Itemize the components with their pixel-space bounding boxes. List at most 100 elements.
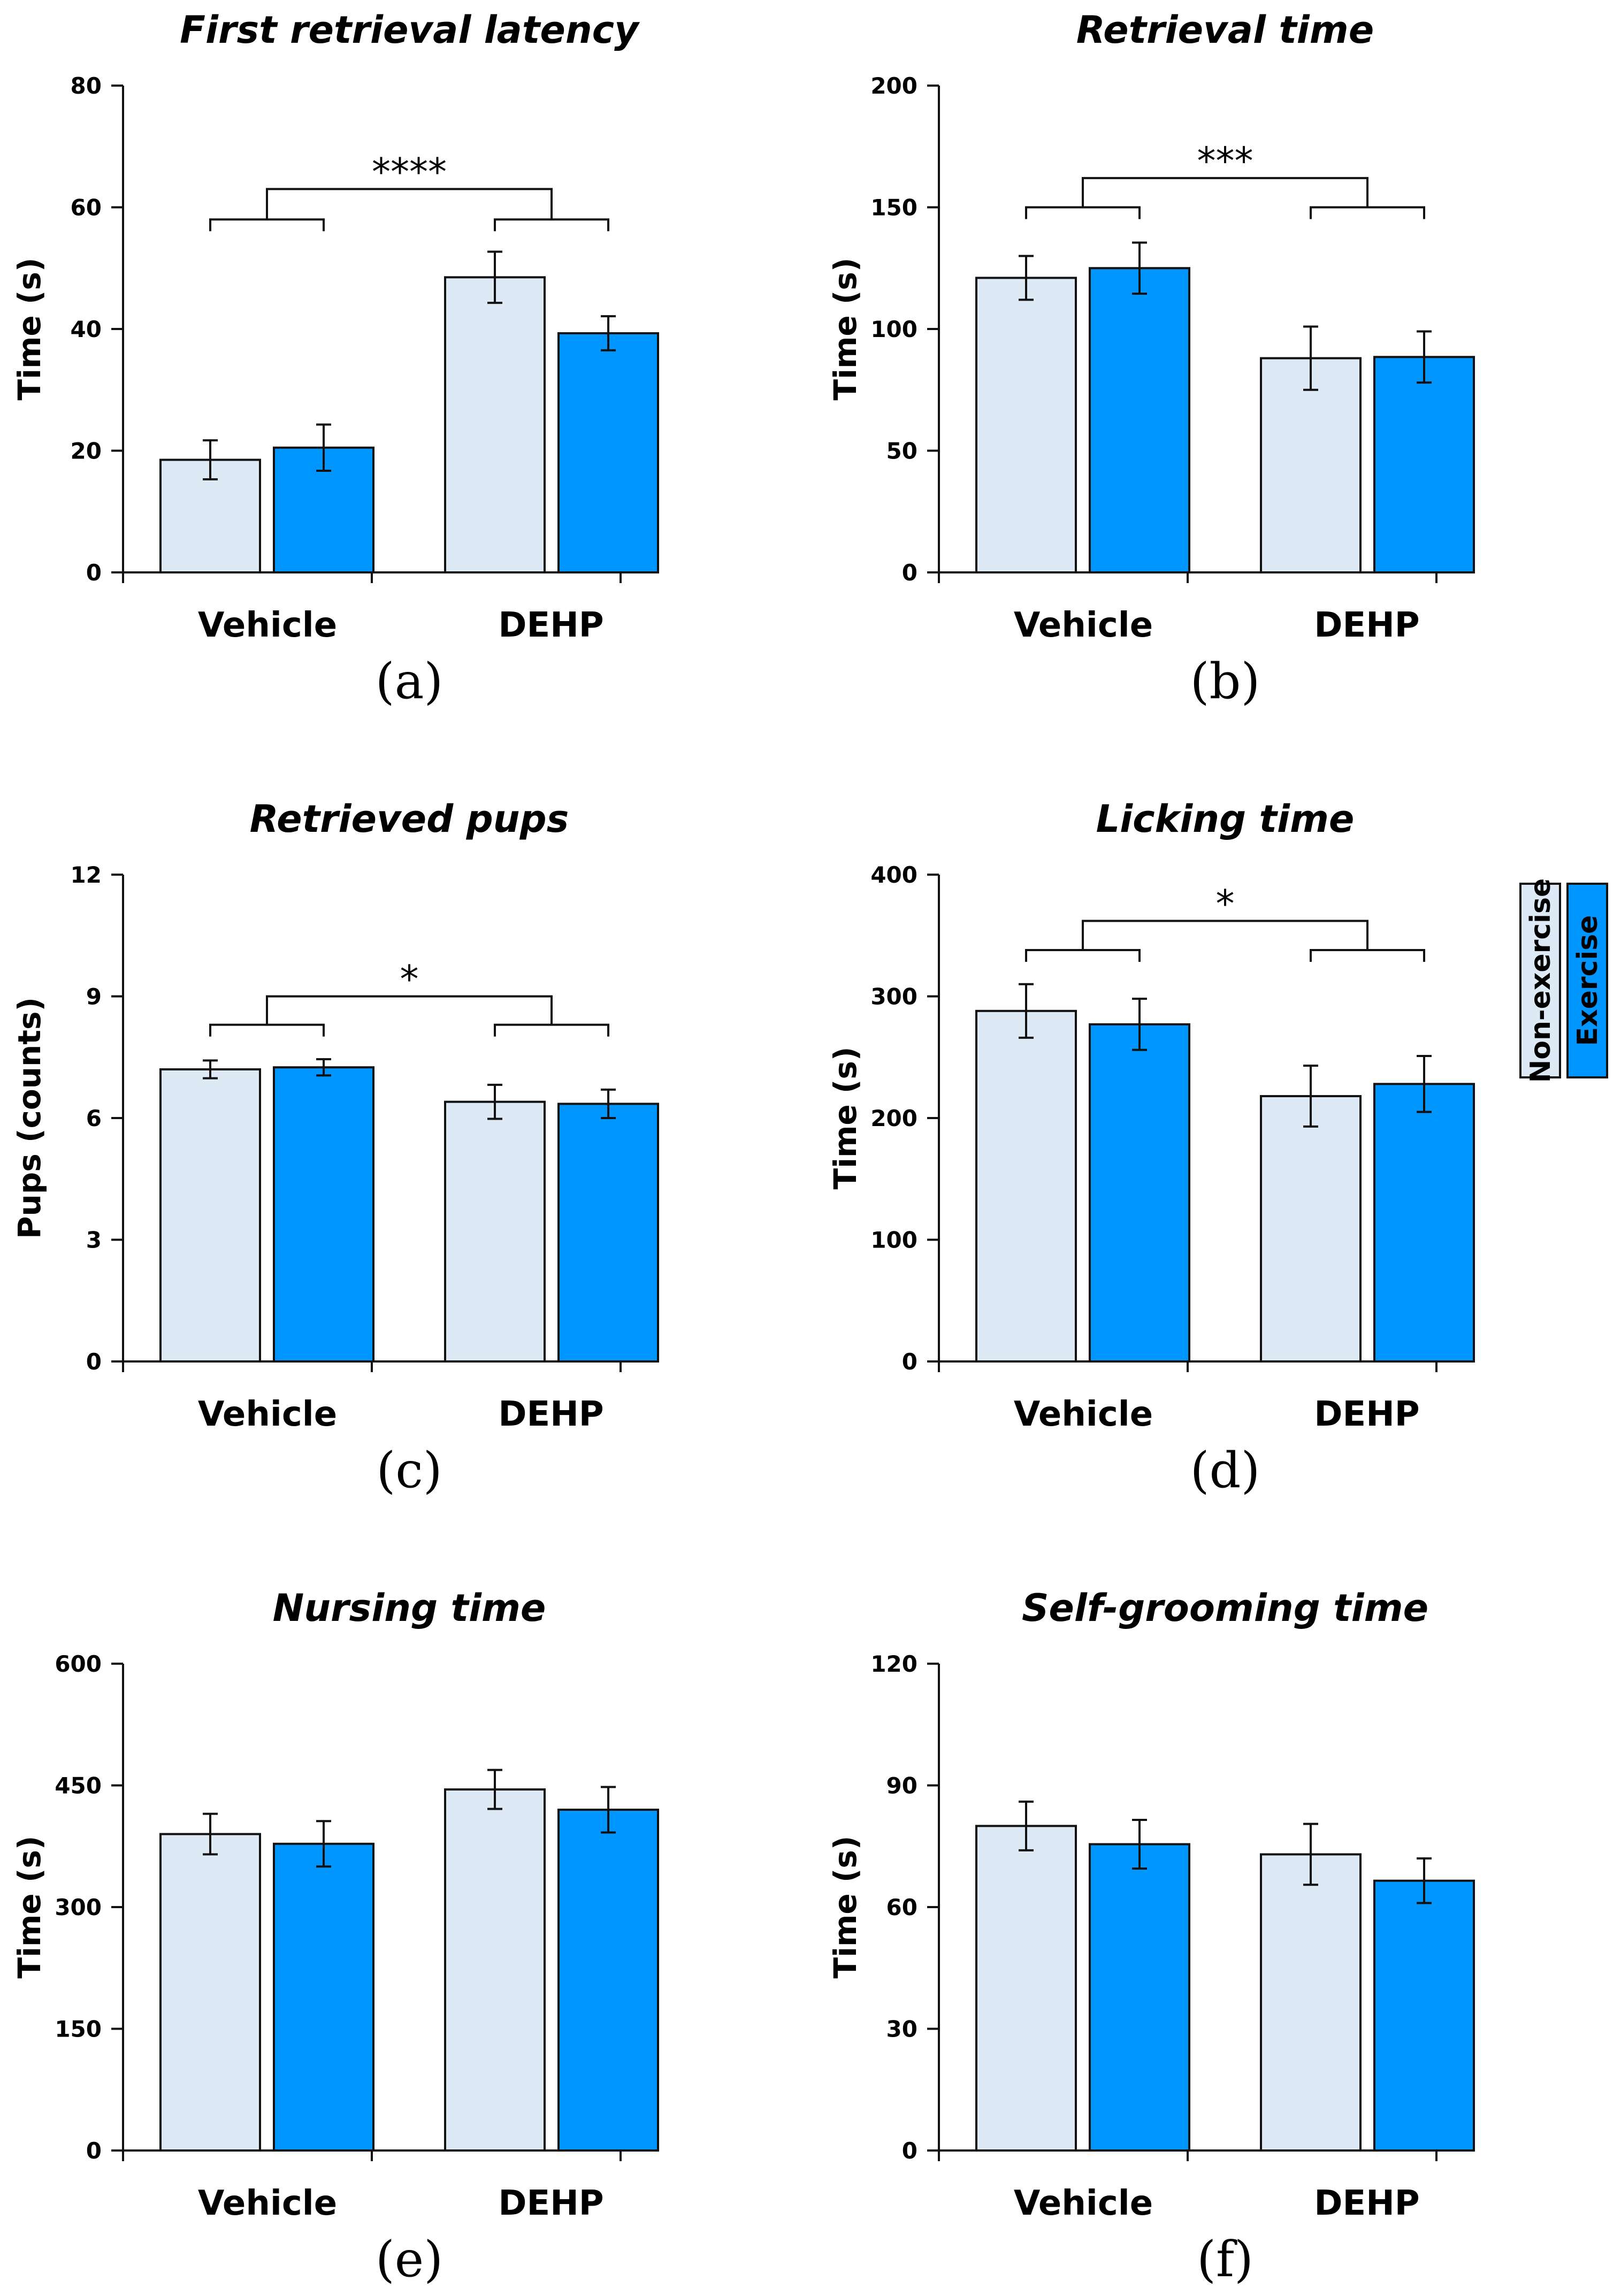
y-tick-label: 9 <box>86 984 102 1010</box>
significance-bracket <box>209 995 609 1037</box>
legend-label-exercise: Exercise <box>1572 915 1604 1046</box>
panel-label: (d) <box>1190 1442 1260 1499</box>
y-tick-label: 0 <box>86 2138 102 2164</box>
y-tick-label: 12 <box>71 862 102 888</box>
y-tick-label: 50 <box>886 438 917 464</box>
y-tick-label: 100 <box>870 316 917 342</box>
chart-title: Retrieved pups <box>250 797 569 841</box>
significance-label: *** <box>1197 139 1253 183</box>
legend-label-non-exercise: Non-exercise <box>1525 878 1557 1083</box>
significance-bracket <box>1025 920 1425 962</box>
x-category-label: Vehicle <box>198 2184 337 2223</box>
chart-panel-3: Retrieved pups 0 3 6 9 12 Pups (counts) Vehicle… <box>11 797 659 1499</box>
y-tick-label: 150 <box>870 195 917 221</box>
y-axis-label: Time (s) <box>827 1836 863 1979</box>
y-tick-label: 0 <box>902 1349 917 1375</box>
x-category-label: DEHP <box>1314 2184 1419 2223</box>
bar-non-exercise-vehicle <box>975 1825 1077 2152</box>
y-tick-label: 40 <box>71 316 102 342</box>
x-category-label: DEHP <box>498 2184 603 2223</box>
y-tick-label: 90 <box>886 1773 917 1799</box>
significance-label: **** <box>372 150 447 194</box>
y-tick-label: 300 <box>870 984 917 1010</box>
y-tick-label: 30 <box>886 2016 917 2042</box>
y-tick-label: 120 <box>870 1651 917 1677</box>
panel-label: (b) <box>1190 653 1260 710</box>
bar-non-exercise-dehp <box>444 276 546 573</box>
chart-panel-4: Licking time 0 100 200 300 400 Time (s) Vehicle… <box>827 797 1475 1499</box>
y-tick-label: 400 <box>870 862 917 888</box>
bar-exercise-vehicle <box>1089 267 1190 573</box>
chart-panel-2: Retrieval time 0 50 100 150 200 Time (s) Vehicl… <box>827 8 1475 710</box>
panel-label: (f) <box>1197 2231 1253 2288</box>
bar-non-exercise-dehp <box>1260 357 1362 573</box>
y-tick-label: 200 <box>870 73 917 99</box>
chart-panel-1: First retrieval latency 0 20 40 60 80 Time (s)… <box>11 8 659 710</box>
chart-title: Nursing time <box>273 1586 546 1630</box>
bar-exercise-vehicle <box>273 1066 374 1363</box>
y-tick-label: 300 <box>55 1894 102 1920</box>
y-tick-label: 0 <box>902 2138 917 2164</box>
bar-exercise-vehicle <box>1089 1023 1190 1363</box>
y-tick-label: 6 <box>86 1105 102 1131</box>
bar-non-exercise-dehp <box>444 1788 546 2152</box>
chart-panel-6: Self-grooming time 0 30 60 90 120 Time (s) Vehi… <box>827 1586 1475 2288</box>
x-category-label: Vehicle <box>1014 606 1153 645</box>
y-tick-label: 150 <box>55 2016 102 2042</box>
x-category-label: DEHP <box>498 1395 603 1434</box>
bar-non-exercise-vehicle <box>159 458 261 573</box>
panel-label: (e) <box>376 2231 443 2288</box>
significance-label: * <box>400 958 419 1001</box>
chart-title: Self-grooming time <box>1022 1586 1428 1630</box>
bar-non-exercise-vehicle <box>159 1833 261 2152</box>
significance-bracket <box>209 188 609 232</box>
bar-exercise-vehicle <box>1089 1843 1190 2152</box>
x-category-label: DEHP <box>1314 606 1419 645</box>
legend-swatch-non-exercise <box>1519 883 1561 1078</box>
significance-bracket <box>1025 177 1425 219</box>
x-category-label: Vehicle <box>1014 1395 1153 1434</box>
bar-exercise-dehp <box>557 1103 659 1363</box>
y-tick-label: 0 <box>86 560 102 586</box>
y-tick-label: 60 <box>71 195 102 221</box>
bar-exercise-dehp <box>1373 1083 1475 1363</box>
bar-non-exercise-vehicle <box>975 1009 1077 1363</box>
panel-label: (a) <box>376 653 444 710</box>
x-category-label: Vehicle <box>1014 2184 1153 2223</box>
x-category-label: Vehicle <box>198 606 337 645</box>
y-axis-label: Pups (counts) <box>11 997 48 1239</box>
y-tick-label: 80 <box>71 73 102 99</box>
chart-title: Retrieval time <box>1076 8 1374 52</box>
chart-title: Licking time <box>1096 797 1355 841</box>
bar-non-exercise-dehp <box>444 1100 546 1363</box>
x-category-label: DEHP <box>498 606 603 645</box>
bar-exercise-dehp <box>1373 356 1475 573</box>
panel-label: (c) <box>376 1442 442 1499</box>
bar-non-exercise-vehicle <box>159 1068 261 1363</box>
y-axis-label: Time (s) <box>827 1047 863 1190</box>
y-tick-label: 0 <box>86 1349 102 1375</box>
y-axis-label: Time (s) <box>11 1836 48 1979</box>
legend: Non-exercise Exercise <box>1519 878 1608 1083</box>
significance-label: * <box>1216 882 1235 925</box>
y-tick-label: 450 <box>55 1773 102 1799</box>
y-tick-label: 200 <box>870 1105 917 1131</box>
bar-exercise-dehp <box>1373 1879 1475 2152</box>
y-axis-label: Time (s) <box>11 258 48 401</box>
y-tick-label: 600 <box>55 1651 102 1677</box>
bar-exercise-dehp <box>557 1809 659 2152</box>
bar-non-exercise-vehicle <box>975 277 1077 573</box>
y-tick-label: 0 <box>902 560 917 586</box>
legend-swatch-exercise <box>1566 883 1608 1078</box>
bar-non-exercise-dehp <box>1260 1095 1362 1363</box>
chart-title: First retrieval latency <box>180 8 640 52</box>
y-tick-label: 60 <box>886 1894 917 1920</box>
bar-exercise-dehp <box>557 332 659 574</box>
chart-panel-5: Nursing time 0 150 300 450 600 Time (s) Vehicle… <box>11 1586 659 2288</box>
bar-non-exercise-dehp <box>1260 1853 1362 2152</box>
bar-exercise-vehicle <box>273 1842 374 2152</box>
y-tick-label: 100 <box>870 1227 917 1253</box>
x-category-label: DEHP <box>1314 1395 1419 1434</box>
y-tick-label: 20 <box>71 438 102 464</box>
